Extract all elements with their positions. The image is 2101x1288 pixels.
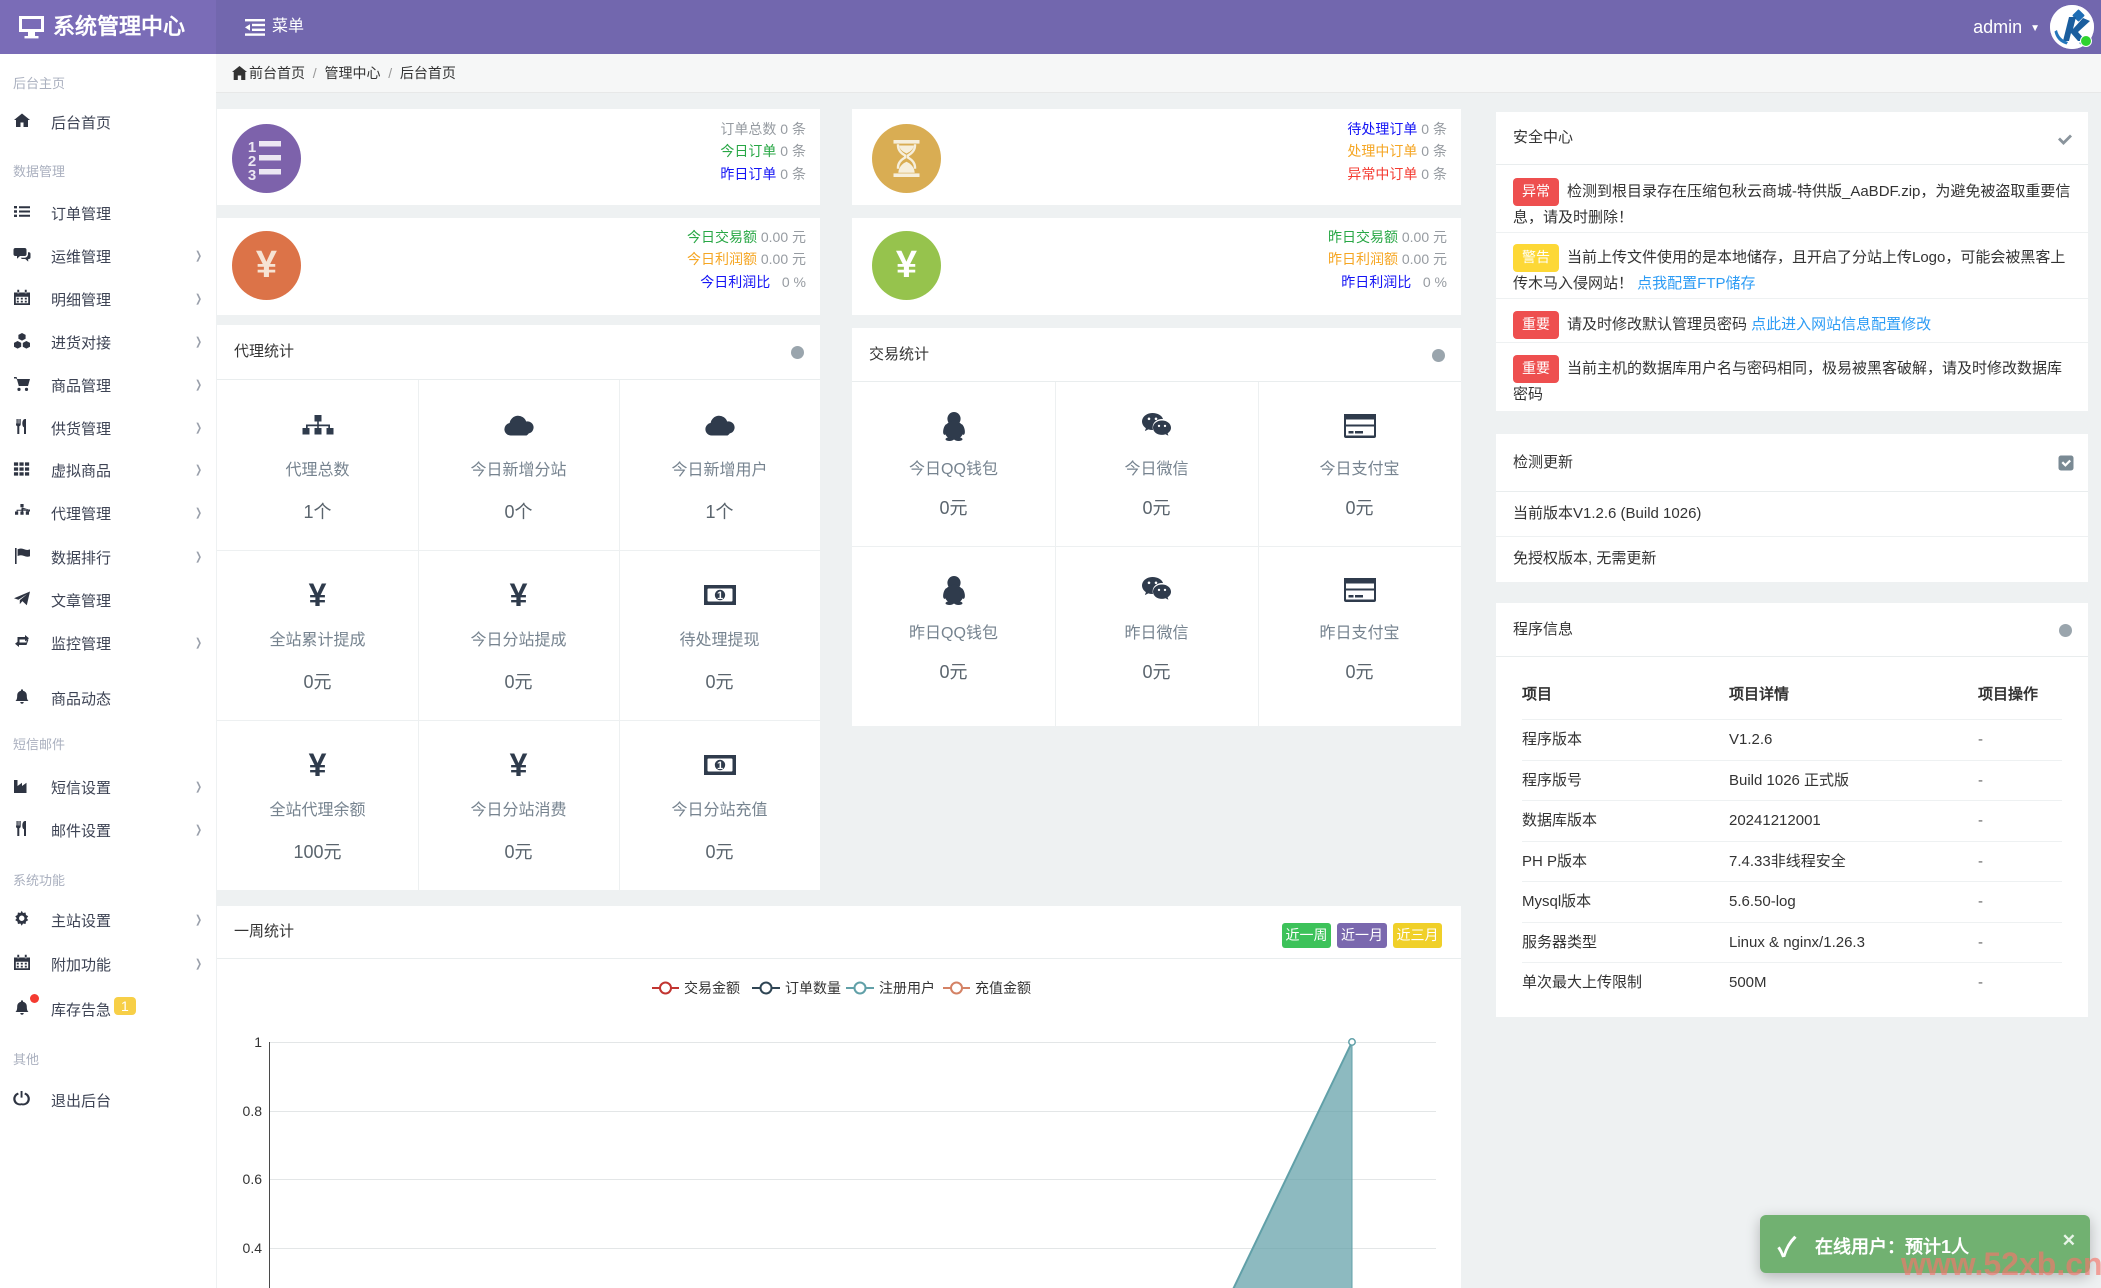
svg-text:1: 1 (716, 760, 722, 772)
svg-text:1: 1 (248, 139, 256, 156)
svg-text:2: 2 (248, 153, 256, 170)
svg-text:3: 3 (248, 167, 256, 184)
svg-text:0.4: 0.4 (243, 1240, 263, 1256)
svg-text:1: 1 (254, 1034, 262, 1050)
svg-text:1: 1 (716, 590, 722, 602)
svg-text:0.6: 0.6 (243, 1171, 263, 1187)
svg-text:0.8: 0.8 (243, 1103, 263, 1119)
svg-text:注册用户: 注册用户 (879, 980, 935, 996)
svg-text:订单数量: 订单数量 (785, 980, 841, 996)
svg-text:交易金额: 交易金额 (684, 980, 740, 996)
svg-text:充值金额: 充值金额 (975, 980, 1031, 996)
